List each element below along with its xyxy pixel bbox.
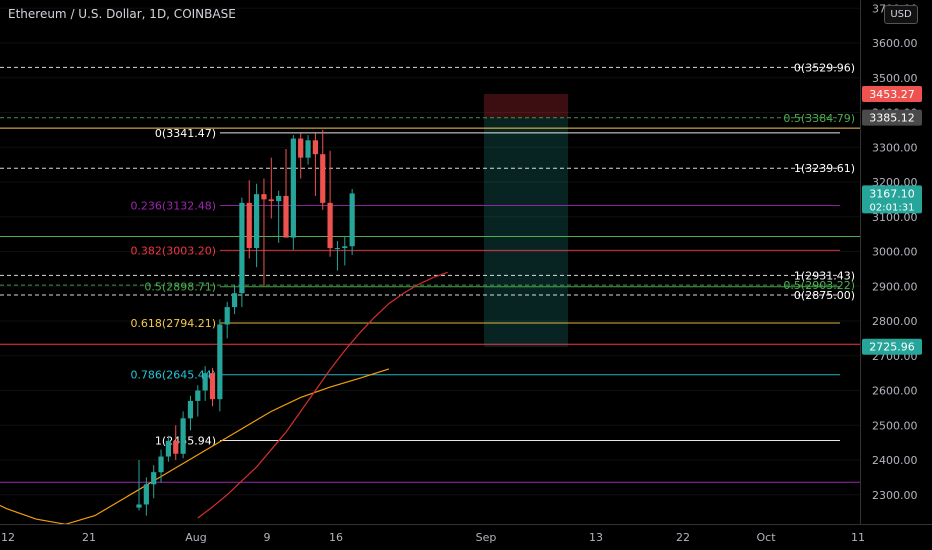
fib-level-label: 1(2931.43) [794,269,855,282]
time-tick-label: 11 [851,531,865,544]
time-tick-label: Sep [476,531,497,544]
candle-body [158,456,164,473]
time-axis-border [0,524,932,525]
candle-body [231,293,238,308]
price-label: 2725.96 [869,341,915,354]
price-label-box [862,85,922,102]
fib-level-label: 0.786(2645.44) [130,369,216,382]
fib-level-label: 0.382(3003.20) [130,244,216,257]
candle-body [261,194,267,200]
fib-level-label: 1(3239.61) [794,162,855,175]
candle-body [290,138,296,238]
price-label: 3167.10 [869,187,915,200]
candle-body [254,194,260,249]
price-label-box [862,338,922,355]
fib-level-label: 0.5(2903.22) [783,279,855,292]
candle-body [187,400,194,419]
candle-body [165,440,171,457]
candle-body [173,440,179,454]
time-tick-label: 9 [264,531,271,544]
candle-body [312,140,318,155]
candle-body [305,140,311,158]
price-tick-label: 3600.00 [872,37,918,50]
candle-body [298,138,304,158]
price-tick-label: 3100.00 [872,211,918,224]
moving-average-red [197,271,448,519]
fib-level-label: 0(3341.47) [155,127,216,140]
candle-body [349,193,355,247]
stop-zone [484,93,568,118]
candle-body [136,504,142,508]
price-tick-label: 3500.00 [872,72,918,85]
candle-body [327,202,333,249]
candle-body [143,484,149,505]
currency-button[interactable]: USD [884,5,918,24]
price-label: 3385.12 [869,112,915,125]
fib-level-label: 0.5(3384.79) [783,112,855,125]
candle-body [283,195,289,238]
price-tick-label: 2600.00 [872,385,918,398]
price-axis-border [860,0,861,524]
candle-body [151,472,157,485]
time-tick-label: 22 [676,531,690,544]
price-label-box [862,185,922,214]
time-tick-label: Aug [185,531,206,544]
chart-title: Ethereum / U.S. Dollar, 1D, COINBASE [8,7,236,21]
countdown-label: 02:01:31 [870,202,915,213]
candle-body [334,248,341,250]
price-tick-label: 2500.00 [872,419,918,432]
price-tick-label: 2300.00 [872,489,918,502]
candle-body [195,390,201,401]
time-tick-label: 12 [1,531,15,544]
candle-body [224,307,230,325]
fib-level-label: 0(2875.00) [794,289,855,302]
price-label: 3453.27 [869,88,915,101]
price-tick-label: 2900.00 [872,280,918,293]
time-tick-label: 13 [589,531,603,544]
price-tick-label: 2800.00 [872,315,918,328]
fib-level-label: 0(3529.96) [794,61,855,74]
time-tick-label: 16 [329,531,343,544]
price-label-box [862,109,922,126]
time-tick-label: Oct [756,531,776,544]
fib-level-label: 0.5(2898.71) [144,281,216,294]
price-tick-label: 2400.00 [872,454,918,467]
candle-body [320,154,326,203]
candle-body [342,246,348,249]
candle-body [180,418,186,454]
candle-body [202,373,208,391]
price-tick-label: 3300.00 [872,141,918,154]
candle-body [268,199,274,202]
candle-body [246,202,252,249]
candle-body [239,202,245,294]
candle-body [209,373,216,400]
time-axis [0,524,932,550]
moving-average-orange [0,368,390,525]
candle-body [217,324,223,400]
target-zone [484,117,568,347]
fib-level-label: 0.236(3132.48) [130,199,216,212]
fib-level-label: 0.618(2794.21) [130,317,216,330]
price-tick-label: 3000.00 [872,246,918,259]
candle-body [276,195,282,202]
time-tick-label: 21 [82,531,96,544]
